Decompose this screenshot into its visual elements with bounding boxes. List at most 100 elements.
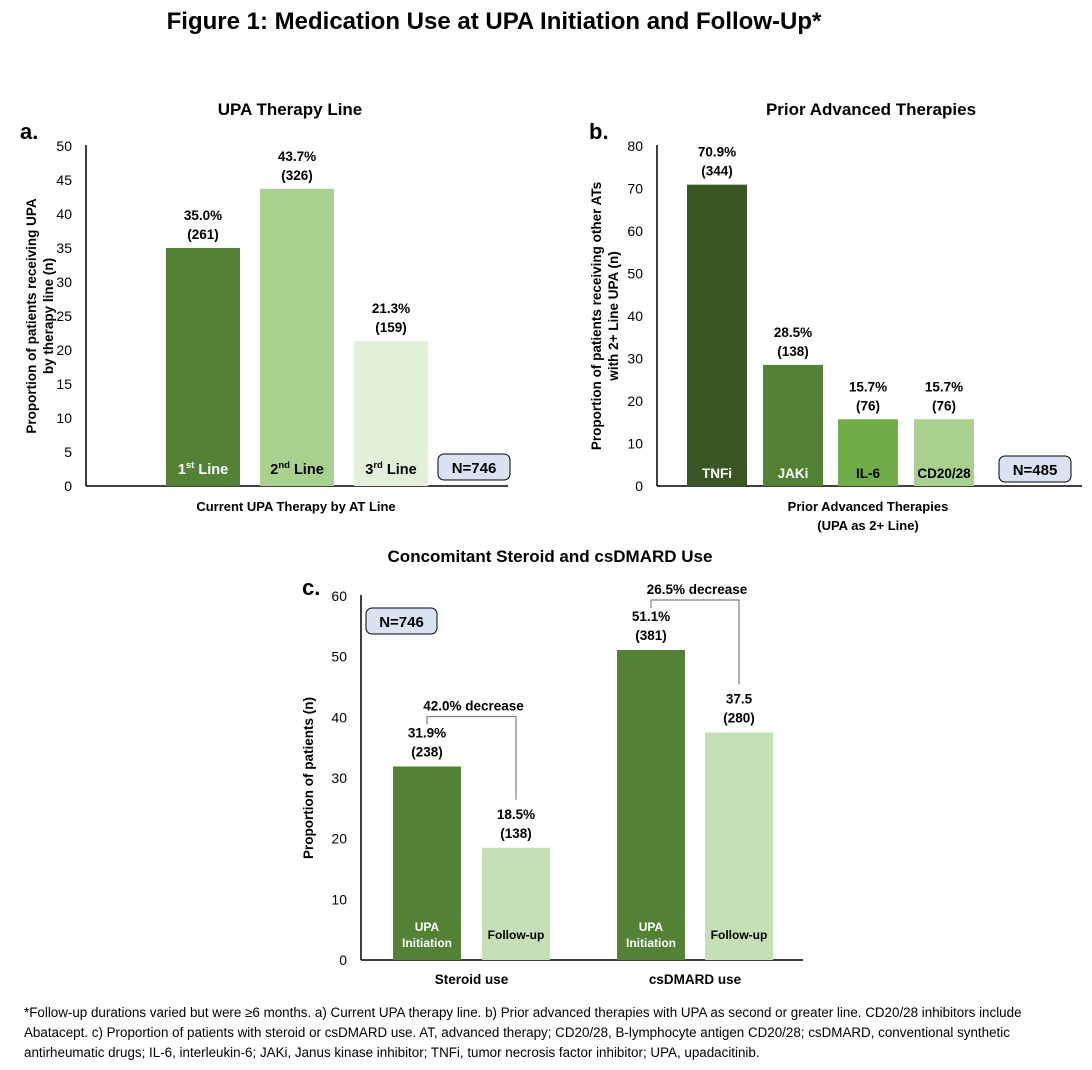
n-label: N=746 [379, 614, 424, 631]
n-box [998, 455, 1072, 483]
y-tick-label: 30 [627, 351, 643, 367]
category-base: 1 [178, 462, 186, 478]
category-sup: nd [278, 460, 290, 471]
bar-category-label: 2nd Line [270, 460, 324, 478]
bar-n-label: (159) [375, 320, 407, 335]
change-label: 42.0% decrease [423, 698, 524, 713]
bar-c [482, 847, 550, 960]
bar-n-label: (280) [723, 711, 755, 726]
y-tick-label: 20 [56, 342, 72, 358]
bar-series-label: Follow-up [488, 928, 545, 942]
y-tick-label: 25 [56, 308, 72, 324]
category-sup: rd [373, 460, 383, 471]
y-tick-label: 30 [331, 770, 347, 786]
x-axis-label-line: Prior Advanced Therapies [788, 499, 949, 514]
y-axis-label-a: Proportion of patients receiving UPA by t… [24, 198, 56, 434]
y-axis-label-line: by therapy line (n) [41, 258, 56, 374]
bar-pct-label: 43.7% [278, 149, 316, 164]
bar-n-label: (76) [856, 398, 880, 413]
bar-pct-label: 31.9% [408, 725, 446, 740]
bar-n-label: (326) [281, 168, 313, 183]
category-base: 3 [365, 462, 373, 478]
bar-pct-label: 21.3% [372, 301, 410, 316]
bar-pct-label: 70.9% [698, 145, 736, 160]
x-axis-label-a: Current UPA Therapy by AT Line [196, 499, 395, 514]
bar-pct-label: 51.1% [632, 609, 670, 624]
bar-c [617, 649, 685, 960]
x-axis-label-line: (UPA as 2+ Line) [817, 518, 919, 533]
y-tick-label: 30 [56, 274, 72, 290]
y-tick-label: 70 [627, 181, 643, 197]
bar-c [393, 766, 461, 960]
y-axis-label-line: Proportion of patients receiving UPA [24, 198, 39, 434]
chart-title-a: UPA Therapy Line [218, 100, 363, 119]
category-rest: Line [383, 462, 417, 478]
y-axis-label-b: Proportion of patients receiving other A… [589, 182, 621, 450]
y-axis-label-line: Proportion of patients receiving other A… [589, 182, 604, 450]
y-tick-label: 50 [56, 138, 72, 154]
category-rest: Line [290, 462, 324, 478]
n-box-b: N=485 [998, 455, 1072, 483]
y-tick-label: 50 [331, 649, 347, 665]
y-tick-label: 0 [635, 478, 643, 494]
y-tick-label: 60 [331, 588, 347, 604]
y-tick-label: 45 [56, 172, 72, 188]
bar-pct-label: 37.5 [726, 692, 753, 707]
chart-title-c: Concomitant Steroid and csDMARD Use [388, 547, 713, 566]
y-tick-label: 0 [339, 952, 347, 968]
bar-category-label: JAKi [778, 466, 809, 481]
charts-canvas: a.UPA Therapy Line05101520253035404550Pr… [20, 100, 1082, 987]
bar-n-label: (138) [500, 826, 532, 841]
group-label: Steroid use [435, 972, 509, 987]
chart-title-b: Prior Advanced Therapies [766, 100, 976, 119]
bar-n-label: (381) [635, 628, 667, 643]
bar-category-label: IL-6 [856, 466, 880, 481]
y-tick-label: 40 [627, 308, 643, 324]
x-axis-label-b: Prior Advanced Therapies (UPA as 2+ Line) [788, 499, 949, 533]
bar-pct-label: 35.0% [184, 208, 222, 223]
change-bracket [650, 599, 740, 685]
bar-n-label: (261) [187, 227, 219, 242]
bar-a [354, 341, 428, 486]
n-box [437, 453, 511, 481]
bar-category-label: CD20/28 [917, 466, 971, 481]
bar-series-label: Initiation [402, 936, 452, 950]
y-tick-label: 10 [56, 410, 72, 426]
y-axis-label-c: Proportion of patients (n) [301, 697, 316, 859]
panel-label-b: b. [589, 119, 609, 144]
bar-n-label: (138) [777, 344, 809, 359]
bar-b [763, 364, 823, 486]
bar-pct-label: 28.5% [774, 325, 812, 340]
y-axis-label-line: with 2+ Line UPA (n) [606, 251, 621, 381]
bar-n-label: (238) [411, 744, 443, 759]
y-tick-label: 0 [64, 478, 72, 494]
bar-b [687, 184, 747, 487]
change-label: 26.5% decrease [647, 582, 748, 597]
y-tick-label: 10 [331, 891, 347, 907]
n-box-a: N=746 [437, 453, 511, 481]
bar-category-label: TNFi [702, 466, 732, 481]
y-tick-label: 20 [331, 831, 347, 847]
y-tick-label: 40 [331, 709, 347, 725]
category-base: 2 [270, 462, 278, 478]
bar-a [260, 188, 334, 486]
bar-n-label: (76) [932, 398, 956, 413]
figure-title: Figure 1: Medication Use at UPA Initiati… [166, 8, 822, 35]
bar-b [838, 419, 898, 486]
y-tick-label: 20 [627, 393, 643, 409]
y-tick-label: 60 [627, 223, 643, 239]
bar-series-label: UPA [415, 920, 440, 934]
bar-series-label: Follow-up [711, 928, 768, 942]
y-tick-label: 5 [64, 444, 72, 460]
n-box [365, 607, 438, 635]
y-tick-label: 80 [627, 138, 643, 154]
panel-label-a: a. [20, 119, 38, 144]
n-label: N=485 [1013, 462, 1058, 479]
y-tick-label: 40 [56, 206, 72, 222]
bar-series-label: Initiation [626, 936, 676, 950]
category-rest: Line [194, 462, 228, 478]
bar-category-label: 1st Line [178, 460, 228, 478]
n-label: N=746 [452, 460, 497, 477]
bar-pct-label: 15.7% [849, 379, 887, 394]
figure-footnote: *Follow-up durations varied but were ≥6 … [24, 1005, 1022, 1060]
